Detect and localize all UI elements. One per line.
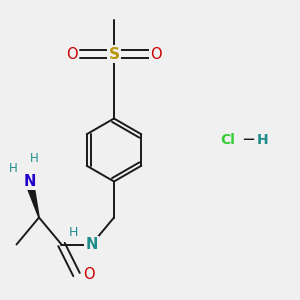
Text: O: O bbox=[83, 267, 94, 282]
Text: S: S bbox=[109, 46, 119, 62]
Text: O: O bbox=[150, 46, 162, 62]
Text: H: H bbox=[69, 226, 78, 239]
Text: O: O bbox=[66, 46, 78, 62]
Text: H: H bbox=[9, 161, 18, 175]
Text: H: H bbox=[257, 133, 268, 146]
Polygon shape bbox=[26, 183, 40, 218]
Text: H: H bbox=[30, 152, 39, 166]
Text: N: N bbox=[24, 174, 36, 189]
Text: Cl: Cl bbox=[220, 133, 236, 146]
Text: ─: ─ bbox=[243, 130, 253, 148]
Text: N: N bbox=[85, 237, 98, 252]
